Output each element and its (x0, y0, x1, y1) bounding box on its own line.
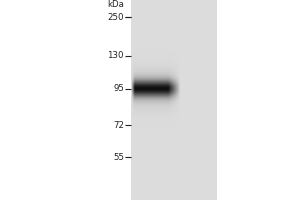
Text: 130: 130 (107, 51, 124, 60)
Text: 72: 72 (113, 120, 124, 130)
Text: 250: 250 (107, 12, 124, 21)
Text: 95: 95 (113, 84, 124, 93)
Text: kDa: kDa (107, 0, 124, 9)
Text: 55: 55 (113, 152, 124, 162)
